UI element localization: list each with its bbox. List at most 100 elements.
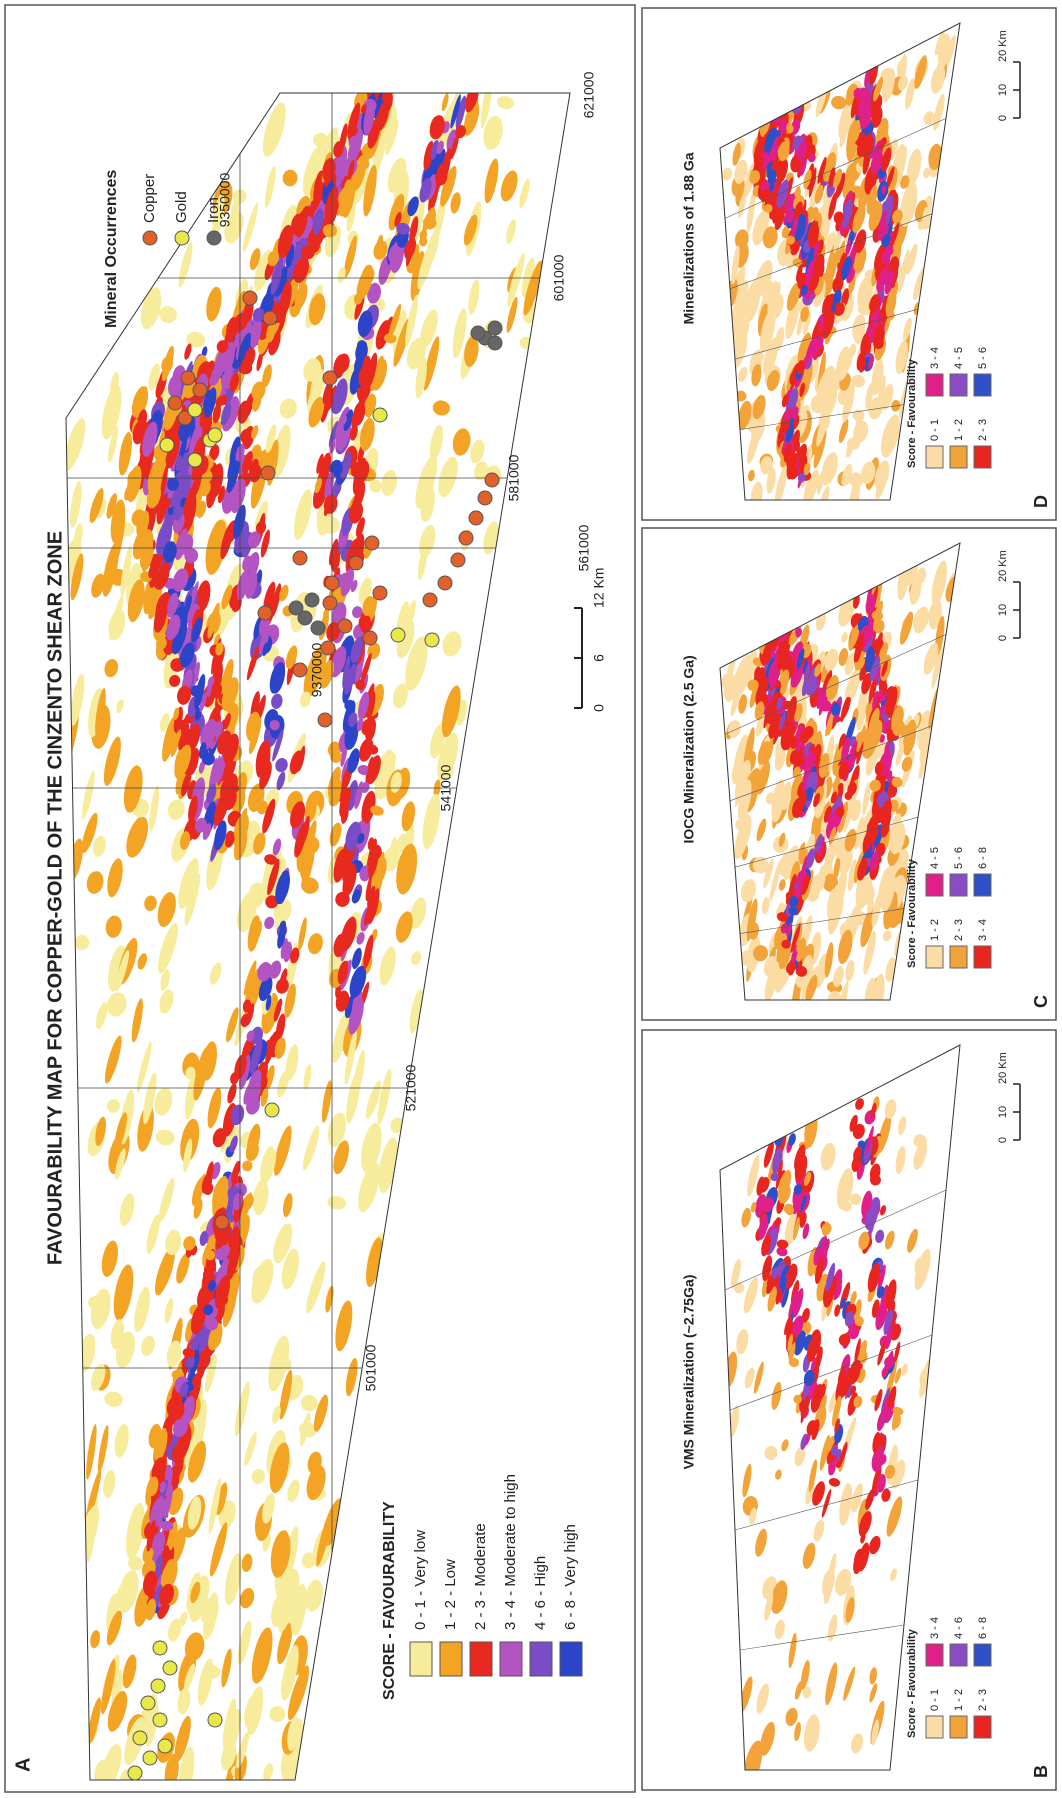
- map-texture: [835, 1375, 846, 1404]
- map-texture: [838, 418, 849, 444]
- map-texture: [411, 951, 422, 966]
- map-texture: [310, 369, 326, 401]
- map-texture: [216, 340, 229, 353]
- map-texture: [793, 1184, 803, 1195]
- occurrence-point: [127, 1765, 143, 1781]
- map-texture: [107, 1690, 128, 1732]
- legend-swatch: [973, 445, 992, 469]
- map-texture: [106, 1610, 123, 1646]
- map-texture: [803, 169, 812, 189]
- map-texture: [872, 1431, 881, 1453]
- legend-swatch: [439, 1641, 463, 1677]
- map-texture: [370, 355, 384, 392]
- map-texture: [103, 1470, 116, 1499]
- map-texture: [66, 418, 86, 471]
- map-texture: [836, 1168, 854, 1210]
- northing-label: 9350000: [217, 173, 233, 228]
- map-texture: [159, 712, 170, 732]
- map-texture: [381, 470, 397, 496]
- map-texture: [359, 738, 374, 762]
- map-texture: [167, 1618, 182, 1642]
- map-texture: [756, 1683, 770, 1714]
- map-texture: [776, 912, 789, 922]
- map-texture: [263, 1763, 274, 1780]
- map-texture: [770, 1580, 788, 1614]
- map-texture: [200, 1598, 218, 1626]
- map-texture: [814, 184, 824, 204]
- map-texture: [862, 781, 871, 816]
- legend-swatch: [499, 1641, 523, 1677]
- map-texture: [856, 725, 866, 753]
- map-texture: [913, 1140, 927, 1170]
- map-texture: [240, 1192, 252, 1223]
- map-texture: [327, 766, 341, 799]
- map-texture: [169, 1400, 185, 1421]
- map-texture: [787, 1333, 793, 1352]
- map-texture: [258, 616, 270, 636]
- map-texture: [828, 1478, 841, 1487]
- map-texture: [355, 517, 365, 538]
- map-texture: [205, 519, 227, 575]
- occurrence-point: [372, 407, 388, 423]
- map-texture: [876, 1286, 885, 1299]
- map-texture: [173, 733, 180, 748]
- map-texture: [880, 869, 896, 912]
- map-texture: [247, 531, 261, 549]
- map-texture: [242, 202, 259, 253]
- map-texture: [821, 1488, 832, 1518]
- occurrence-point: [152, 1712, 168, 1728]
- occurrence-point: [292, 662, 308, 678]
- map-texture: [401, 801, 416, 832]
- map-texture: [167, 477, 179, 491]
- map-texture: [894, 1341, 901, 1363]
- map-texture: [847, 858, 857, 892]
- map-texture: [800, 306, 810, 323]
- map-texture: [828, 990, 841, 1000]
- map-texture: [765, 792, 775, 805]
- map-texture: [229, 372, 240, 392]
- occurrence-point: [242, 290, 258, 306]
- map-texture: [870, 1102, 877, 1118]
- map-texture: [358, 1162, 380, 1213]
- map-texture: [70, 553, 84, 601]
- legend-label: 2 - 3: [977, 419, 989, 441]
- map-texture: [237, 332, 251, 364]
- map-texture: [220, 1244, 231, 1257]
- map-grid: [739, 1624, 905, 1651]
- occurrence-point: [142, 1750, 158, 1766]
- map-texture: [324, 186, 339, 220]
- legend-label: 0 - 1 - Very low: [412, 1530, 429, 1630]
- map-texture: [865, 594, 877, 614]
- legend-symbol: [206, 230, 222, 246]
- map-texture: [251, 381, 266, 401]
- map-texture: [811, 1419, 820, 1441]
- map-texture: [323, 607, 330, 620]
- map-texture: [157, 922, 179, 974]
- map-texture: [260, 529, 270, 558]
- map-texture: [287, 1665, 309, 1721]
- map-texture: [189, 1575, 210, 1623]
- map-texture: [359, 417, 375, 452]
- map-grid: [739, 908, 905, 934]
- map-grid: [724, 634, 947, 735]
- map-texture: [854, 816, 865, 850]
- legend-swatch: [949, 1643, 968, 1667]
- map-texture: [259, 761, 272, 790]
- occurrence-point: [304, 592, 320, 608]
- map-texture: [761, 1234, 772, 1257]
- map-texture: [914, 1248, 931, 1291]
- map-texture: [744, 1367, 755, 1389]
- legend-label: 6 - 8: [977, 847, 989, 869]
- occurrence-point: [422, 592, 438, 608]
- legend-label: 2 - 3: [977, 1689, 989, 1711]
- occurrence-point: [187, 402, 203, 418]
- map-texture: [293, 489, 312, 540]
- map-texture: [262, 102, 286, 157]
- occurrence-point: [322, 370, 338, 386]
- map-texture: [236, 1731, 250, 1769]
- map-texture: [104, 658, 119, 678]
- map-texture: [858, 1231, 870, 1250]
- legend-label: 4 - 6 - High: [532, 1556, 549, 1630]
- map-texture: [265, 895, 279, 909]
- map-texture: [159, 306, 178, 323]
